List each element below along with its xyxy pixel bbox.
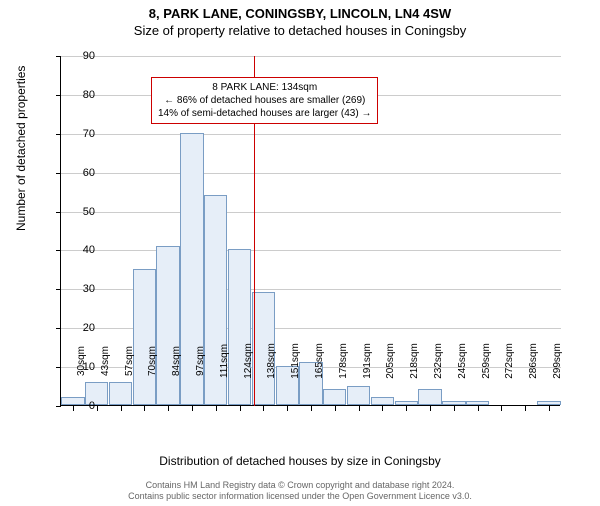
histogram-bar xyxy=(418,389,441,405)
attribution-text: Contains HM Land Registry data © Crown c… xyxy=(0,480,600,502)
annotation-line: 8 PARK LANE: 134sqm xyxy=(158,81,371,94)
xtick-label: 111sqm xyxy=(219,344,230,378)
histogram-bar xyxy=(133,269,156,405)
xtick-label: 43sqm xyxy=(100,346,111,376)
chart-title-main: 8, PARK LANE, CONINGSBY, LINCOLN, LN4 4S… xyxy=(0,6,600,21)
xtick-mark xyxy=(192,406,193,411)
ytick-mark xyxy=(56,173,61,174)
histogram-bar xyxy=(371,397,394,405)
xtick-mark xyxy=(121,406,122,411)
ytick-label: 50 xyxy=(83,206,95,218)
ytick-label: 30 xyxy=(83,283,95,295)
xtick-mark xyxy=(73,406,74,411)
xtick-mark xyxy=(406,406,407,411)
attribution-line1: Contains HM Land Registry data © Crown c… xyxy=(146,480,455,490)
xtick-mark xyxy=(216,406,217,411)
xtick-label: 138sqm xyxy=(266,343,277,379)
xtick-mark xyxy=(335,406,336,411)
xtick-mark xyxy=(168,406,169,411)
xtick-label: 218sqm xyxy=(409,343,420,379)
xtick-mark xyxy=(382,406,383,411)
xtick-mark xyxy=(454,406,455,411)
ytick-mark xyxy=(56,289,61,290)
ytick-mark xyxy=(56,95,61,96)
ytick-mark xyxy=(56,367,61,368)
xtick-label: 191sqm xyxy=(362,343,373,379)
xtick-mark xyxy=(501,406,502,411)
histogram-bar xyxy=(537,401,560,405)
histogram-bar xyxy=(442,401,465,405)
xtick-label: 272sqm xyxy=(504,343,515,379)
xtick-label: 97sqm xyxy=(195,346,206,376)
xtick-label: 286sqm xyxy=(528,343,539,379)
xtick-label: 57sqm xyxy=(124,346,135,376)
ytick-label: 40 xyxy=(83,244,95,256)
gridline xyxy=(61,56,561,57)
gridline xyxy=(61,173,561,174)
histogram-bar xyxy=(156,246,179,405)
xtick-mark xyxy=(359,406,360,411)
xtick-label: 205sqm xyxy=(385,343,396,379)
ytick-label: 0 xyxy=(89,400,95,412)
xtick-label: 259sqm xyxy=(481,343,492,379)
ytick-label: 70 xyxy=(83,128,95,140)
histogram-bar xyxy=(395,401,418,405)
ytick-mark xyxy=(56,134,61,135)
ytick-mark xyxy=(56,406,61,407)
ytick-mark xyxy=(56,212,61,213)
xtick-mark xyxy=(478,406,479,411)
xtick-label: 165sqm xyxy=(314,343,325,379)
xtick-label: 178sqm xyxy=(338,343,349,379)
ytick-label: 90 xyxy=(83,50,95,62)
xtick-mark xyxy=(144,406,145,411)
xtick-label: 124sqm xyxy=(243,343,254,379)
xtick-mark xyxy=(240,406,241,411)
chart-title-sub: Size of property relative to detached ho… xyxy=(0,23,600,38)
ytick-label: 20 xyxy=(83,322,95,334)
xtick-label: 70sqm xyxy=(147,346,158,376)
ytick-mark xyxy=(56,328,61,329)
ytick-label: 60 xyxy=(83,167,95,179)
ytick-mark xyxy=(56,250,61,251)
histogram-bar xyxy=(466,401,489,405)
histogram-bar xyxy=(347,386,370,405)
xtick-mark xyxy=(263,406,264,411)
histogram-bar xyxy=(61,397,84,405)
xtick-label: 84sqm xyxy=(171,346,182,376)
xtick-mark xyxy=(311,406,312,411)
xtick-mark xyxy=(430,406,431,411)
ytick-label: 80 xyxy=(83,89,95,101)
xtick-label: 245sqm xyxy=(457,343,468,379)
annotation-box: 8 PARK LANE: 134sqm← 86% of detached hou… xyxy=(151,77,378,124)
histogram-bar xyxy=(228,249,251,405)
y-axis-label: Number of detached properties xyxy=(14,66,28,231)
xtick-mark xyxy=(525,406,526,411)
xtick-label: 151sqm xyxy=(290,343,301,379)
annotation-line: ← 86% of detached houses are smaller (26… xyxy=(158,94,371,107)
xtick-mark xyxy=(549,406,550,411)
gridline xyxy=(61,250,561,251)
xtick-mark xyxy=(287,406,288,411)
gridline xyxy=(61,212,561,213)
ytick-mark xyxy=(56,56,61,57)
gridline xyxy=(61,134,561,135)
histogram-bar xyxy=(109,382,132,405)
xtick-label: 30sqm xyxy=(76,346,87,376)
xtick-label: 299sqm xyxy=(552,343,563,379)
histogram-bar xyxy=(323,389,346,405)
x-axis-label: Distribution of detached houses by size … xyxy=(0,454,600,468)
annotation-line: 14% of semi-detached houses are larger (… xyxy=(158,107,371,120)
xtick-label: 232sqm xyxy=(433,343,444,379)
xtick-mark xyxy=(97,406,98,411)
